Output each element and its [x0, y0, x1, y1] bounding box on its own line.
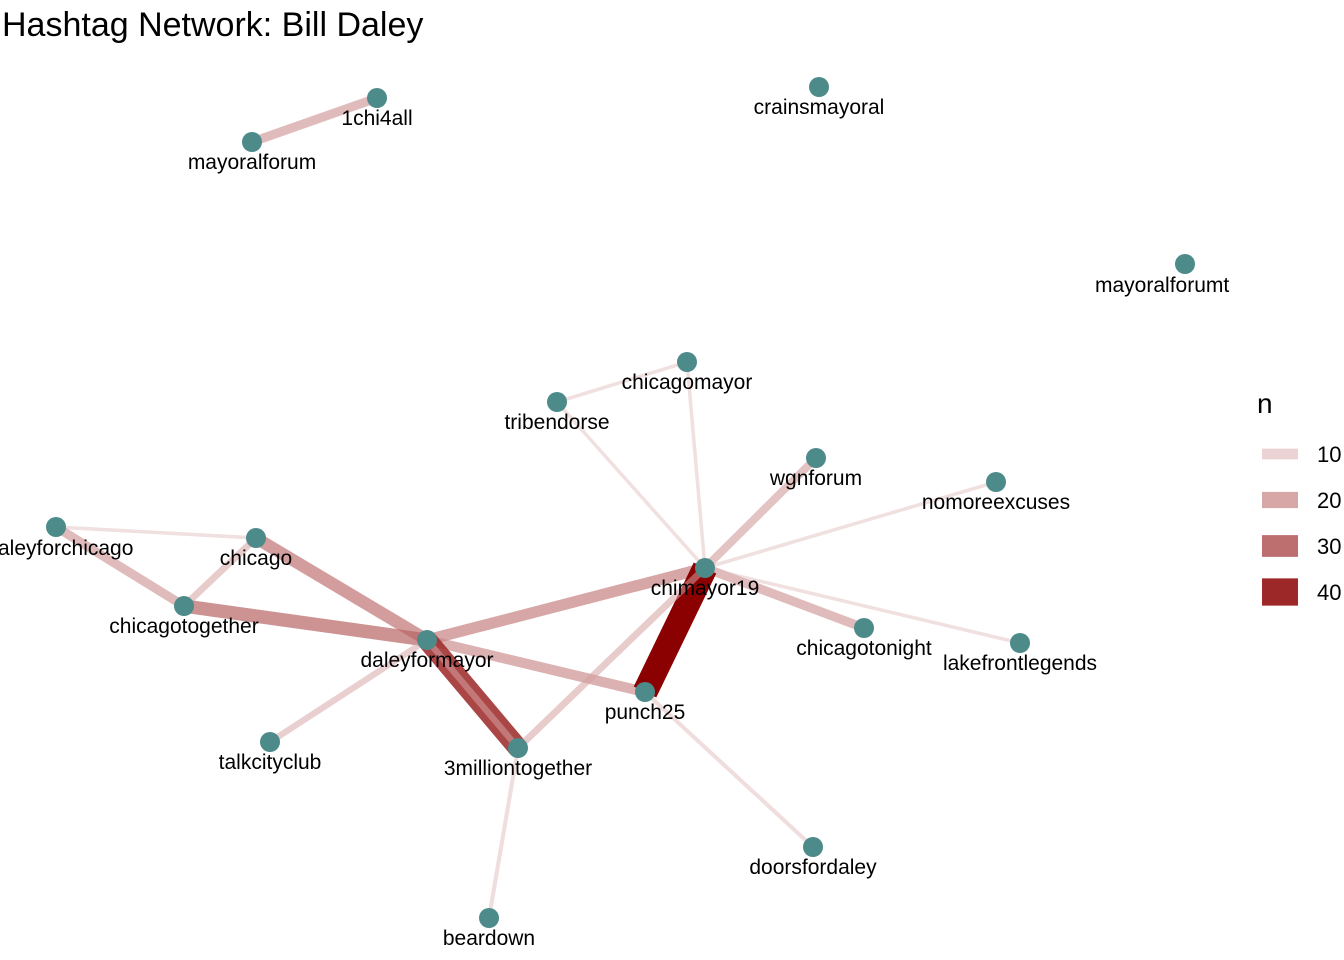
edge-chimayor19-lakefrontlegends: [704, 566, 1021, 645]
node-mayoralforum: [242, 132, 262, 152]
legend-swatch-10: [1262, 448, 1298, 460]
edge-chimayor19-chicagotonight: [703, 563, 866, 633]
legend-label-30: 30: [1317, 534, 1341, 559]
node-label-daleyforchicago: aleyforchicago: [0, 537, 133, 560]
node-label-crainsmayoral: crainsmayoral: [754, 96, 885, 119]
node-1chi4all: [367, 88, 387, 108]
edge-layer: [53, 93, 1021, 919]
edge-talkcityclub-daleyformayor: [268, 637, 429, 745]
edge-chicago-daleyformayor: [252, 532, 431, 646]
node-label-mayoralforum: mayoralforum: [188, 151, 316, 174]
node-nomoreexcuses: [986, 472, 1006, 492]
page-title: Hashtag Network: Bill Daley: [2, 6, 424, 44]
edge-3milliontogether-daleyformayor: [424, 637, 521, 751]
node-label-tribendorse: tribendorse: [504, 411, 609, 434]
node-3milliontogether: [508, 738, 528, 758]
edge-tribendorse-chimayor19: [555, 400, 707, 570]
node-wgnforum: [806, 448, 826, 468]
edge-chicago-chicagotogether: [181, 535, 259, 609]
label-layer: 1chi4all mayoralforum crainsmayoral mayoral…: [0, 96, 1229, 950]
legend-swatch-20: [1262, 491, 1298, 509]
edge-daleyforchicago-chicagotogether: [53, 523, 187, 610]
legend-swatch-40: [1262, 578, 1298, 606]
node-doorsfordaley: [803, 837, 823, 857]
node-chimayor19: [695, 558, 715, 578]
legend-label-20: 20: [1317, 488, 1341, 513]
legend-label-40: 40: [1317, 580, 1341, 605]
node-crainsmayoral: [809, 77, 829, 97]
legend-swatch-30: [1262, 535, 1298, 557]
node-talkcityclub: [260, 732, 280, 752]
edge-daleyforchicago-chicago: [55, 525, 257, 540]
node-label-daleyformayor: daleyformayor: [360, 649, 493, 672]
node-label-nomoreexcuses: nomoreexcuses: [922, 491, 1070, 514]
node-chicagotonight: [854, 618, 874, 638]
node-label-chicagomayor: chicagomayor: [622, 371, 753, 394]
edge-wgnforum-chimayor19: [702, 455, 819, 571]
node-label-chicagotonight: chicagotonight: [796, 637, 932, 660]
node-daleyforchicago: [46, 517, 66, 537]
edge-daleyformayor-chimayor19: [425, 562, 707, 646]
node-chicagotogether: [174, 596, 194, 616]
node-daleyformayor: [417, 630, 437, 650]
legend-label-10: 10: [1317, 442, 1341, 467]
node-layer: [46, 77, 1195, 928]
node-label-wgnforum: wgnforum: [769, 467, 862, 490]
node-label-chimayor19: chimayor19: [651, 577, 760, 600]
node-label-3milliontogether: 3milliontogether: [444, 757, 592, 780]
node-label-lakefrontlegends: lakefrontlegends: [943, 652, 1097, 675]
node-mayoralforumt: [1175, 254, 1195, 274]
edge-3milliontogether-beardown: [486, 747, 521, 919]
node-label-chicago: chicago: [220, 547, 292, 570]
edge-mayoralforum-1chi4all: [250, 93, 379, 147]
legend-title: n: [1257, 388, 1273, 419]
edge-chicagotogether-daleyformayor: [183, 599, 428, 647]
node-chicago: [246, 528, 266, 548]
edge-chimayor19-3milliontogether: [515, 565, 708, 751]
node-lakefrontlegends: [1010, 633, 1030, 653]
edge-chimayor19-punch25: [633, 562, 717, 698]
node-tribendorse: [547, 392, 567, 412]
node-punch25: [635, 682, 655, 702]
edge-tribendorse-chicagomayor: [556, 360, 688, 404]
node-label-beardown: beardown: [443, 927, 535, 950]
node-label-mayoralforumt: mayoralforumt: [1095, 274, 1229, 297]
node-beardown: [479, 908, 499, 928]
node-label-doorsfordaley: doorsfordaley: [749, 856, 877, 879]
node-chicagomayor: [677, 352, 697, 372]
edge-punch25-doorsfordaley: [643, 690, 815, 849]
node-label-chicagotogether: chicagotogether: [109, 615, 258, 638]
edge-nomoreexcuses-chimayor19: [704, 480, 997, 570]
legend: n 10 20 30 40: [1257, 388, 1341, 606]
edge-chicagomayor-chimayor19: [685, 361, 707, 569]
node-label-1chi4all: 1chi4all: [341, 107, 412, 130]
edge-daleyformayor-punch25: [425, 635, 647, 697]
node-label-talkcityclub: talkcityclub: [219, 751, 322, 774]
node-label-punch25: punch25: [605, 701, 686, 724]
